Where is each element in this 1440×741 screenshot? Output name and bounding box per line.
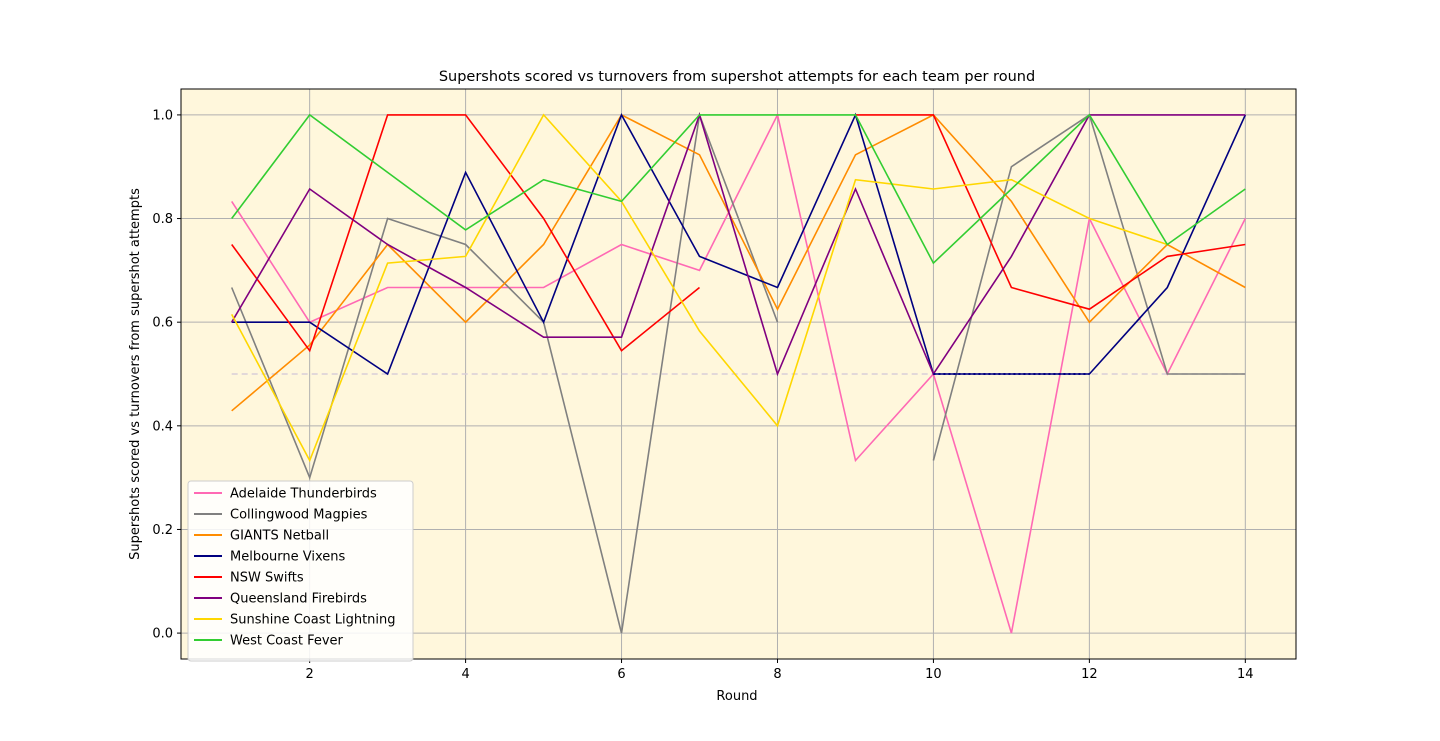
y-tick-label: 0.6 xyxy=(152,316,173,331)
legend-label: Adelaide Thunderbirds xyxy=(230,487,377,502)
x-axis-ticks: 2 4 6 8 10 12 14 xyxy=(306,659,1254,682)
y-axis-ticks: 0.0 0.2 0.4 0.6 0.8 1.0 xyxy=(152,108,181,642)
legend-label: Sunshine Coast Lightning xyxy=(230,613,396,628)
series-line-melbourne-vixens xyxy=(231,112,1247,376)
x-tick-label: 2 xyxy=(306,667,314,682)
series-line-giants-netball xyxy=(231,113,1246,412)
y-tick-label: 0.4 xyxy=(152,419,173,434)
series-line-sunshine-coast-lightning xyxy=(230,113,1168,463)
y-tick-label: 1.0 xyxy=(152,108,173,123)
legend-label: West Coast Fever xyxy=(230,634,344,649)
plot-frame xyxy=(180,88,1297,660)
legend-label: Queensland Firebirds xyxy=(230,592,367,607)
legend-label: Melbourne Vixens xyxy=(230,550,346,565)
y-tick-label: 0.2 xyxy=(152,523,173,538)
chart-title: Supershots scored vs turnovers from supe… xyxy=(439,69,1035,85)
x-tick-label: 4 xyxy=(461,667,469,682)
series-line-adelaide-thunderbirds xyxy=(231,112,1247,634)
x-axis-label: Round xyxy=(716,689,757,704)
x-tick-label: 10 xyxy=(925,667,942,682)
x-tick-label: 14 xyxy=(1237,667,1254,682)
series-lines xyxy=(230,111,1247,634)
y-tick-label: 0.8 xyxy=(152,212,173,227)
series-line-west-coast-fever xyxy=(231,113,1246,265)
series-line-queensland-firebirds xyxy=(231,112,1246,377)
legend-label: Collingwood Magpies xyxy=(230,508,368,523)
series-line-nsw-swifts xyxy=(231,114,701,353)
y-tick-label: 0.0 xyxy=(152,627,173,642)
legend: Adelaide Thunderbirds Collingwood Magpies… xyxy=(187,480,414,662)
legend-box xyxy=(187,480,414,662)
series-line-nsw-swifts xyxy=(855,114,1246,311)
legend-label: GIANTS Netball xyxy=(230,529,329,544)
x-tick-label: 8 xyxy=(773,667,781,682)
x-tick-label: 6 xyxy=(617,667,625,682)
x-tick-label: 12 xyxy=(1081,667,1098,682)
legend-label: NSW Swifts xyxy=(230,571,304,586)
y-axis-label: Supershots scored vs turnovers from supe… xyxy=(128,188,143,560)
